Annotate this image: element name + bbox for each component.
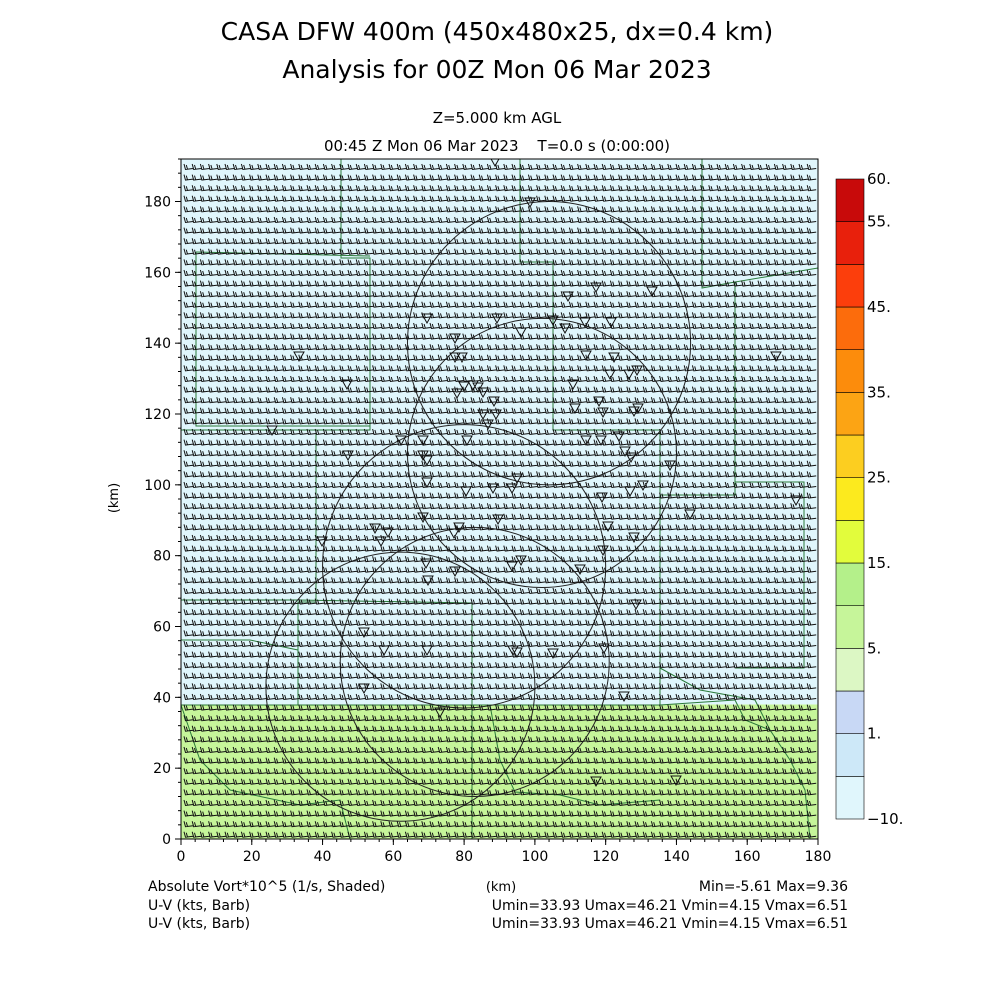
radar-ring-4 [406,200,692,486]
colorbar-bin-13 [835,221,865,265]
x-tick-label-0: 0 [177,849,186,865]
colorbar-label-6: 5. [867,639,881,657]
colorbar-bin-7 [835,477,865,521]
colorbar-bin-9 [835,392,865,436]
time-label: 00:45 Z Mon 06 Mar 2023 T=0.0 s (0:00:00… [324,137,670,155]
colorbar: 60. 55. 45. 35. 25. 15. 5. 1. −10. [835,170,903,828]
field-label: Absolute Vort*10^5 (1/s, Shaded) [148,879,385,895]
shaded-region-0 [181,704,818,839]
colorbar-bin-8 [835,434,865,478]
y-tick-label-120: 120 [144,407,171,423]
x-tick-label-160: 160 [734,849,761,865]
colorbar-bin-1 [835,733,865,777]
x-axis: 0 20 40 60 80 100 120 140 160 180 [177,839,832,865]
x-tick-label-140: 140 [663,849,690,865]
radar-ring-0 [265,551,536,822]
colorbar-bin-0 [835,776,865,820]
wind-stats-2: Umin=33.93 Umax=46.21 Vmin=4.15 Vmax=6.5… [492,916,848,932]
colorbar-bin-2 [835,690,865,734]
colorbar-bin-14 [835,178,865,222]
plot-area [180,158,819,840]
colorbar-label-4: 25. [867,469,891,487]
x-tick-label-80: 80 [455,849,473,865]
x-tick-label-40: 40 [314,849,332,865]
colorbar-label-0: 60. [867,170,891,188]
colorbar-label-3: 35. [867,383,891,401]
colorbar-bin-4 [835,605,865,649]
radar-ring-2 [339,526,610,798]
y-tick-label-60: 60 [153,620,171,636]
y-tick-label-160: 160 [144,265,171,281]
colorbar-bin-3 [835,648,865,692]
chart-title-line2: Analysis for 00Z Mon 06 Mar 2023 [282,55,711,84]
colorbar-bin-5 [835,562,865,606]
x-tick-label-180: 180 [805,849,832,865]
colorbar-label-2: 45. [867,298,891,316]
colorbar-label-8: −10. [867,810,903,828]
chart-title-line1: CASA DFW 400m (450x480x25, dx=0.4 km) [221,17,774,46]
wind-stats-1: Umin=33.93 Umax=46.21 Vmin=4.15 Vmax=6.5… [492,898,848,914]
colorbar-label-5: 15. [867,554,891,572]
wind-barbs [183,163,817,838]
colorbar-bin-11 [835,306,865,350]
y-axis-label: (km) [107,483,122,513]
x-axis-label: (km) [486,880,516,895]
y-tick-label-180: 180 [144,195,171,211]
wind-label-2: U-V (kts, Barb) [148,916,250,932]
colorbar-bin-6 [835,520,865,564]
x-tick-label-20: 20 [243,849,261,865]
y-tick-label-80: 80 [153,549,171,565]
x-tick-label-60: 60 [384,849,402,865]
y-tick-label-140: 140 [144,336,171,352]
y-tick-label-0: 0 [162,832,171,848]
colorbar-bin-12 [835,264,865,308]
y-tick-label-20: 20 [153,761,171,777]
y-tick-label-40: 40 [153,690,171,706]
x-tick-label-100: 100 [522,849,549,865]
wind-label-1: U-V (kts, Barb) [148,898,250,914]
y-axis: 0 20 40 60 80 100 120 140 160 180 [144,158,181,848]
colorbar-label-1: 55. [867,213,891,231]
colorbar-bin-10 [835,349,865,393]
y-tick-label-100: 100 [144,478,171,494]
field-stats: Min=-5.61 Max=9.36 [699,879,848,895]
station-markers [266,159,802,788]
x-tick-label-120: 120 [592,849,619,865]
colorbar-label-7: 1. [867,725,881,743]
level-label: Z=5.000 km AGL [433,109,562,127]
